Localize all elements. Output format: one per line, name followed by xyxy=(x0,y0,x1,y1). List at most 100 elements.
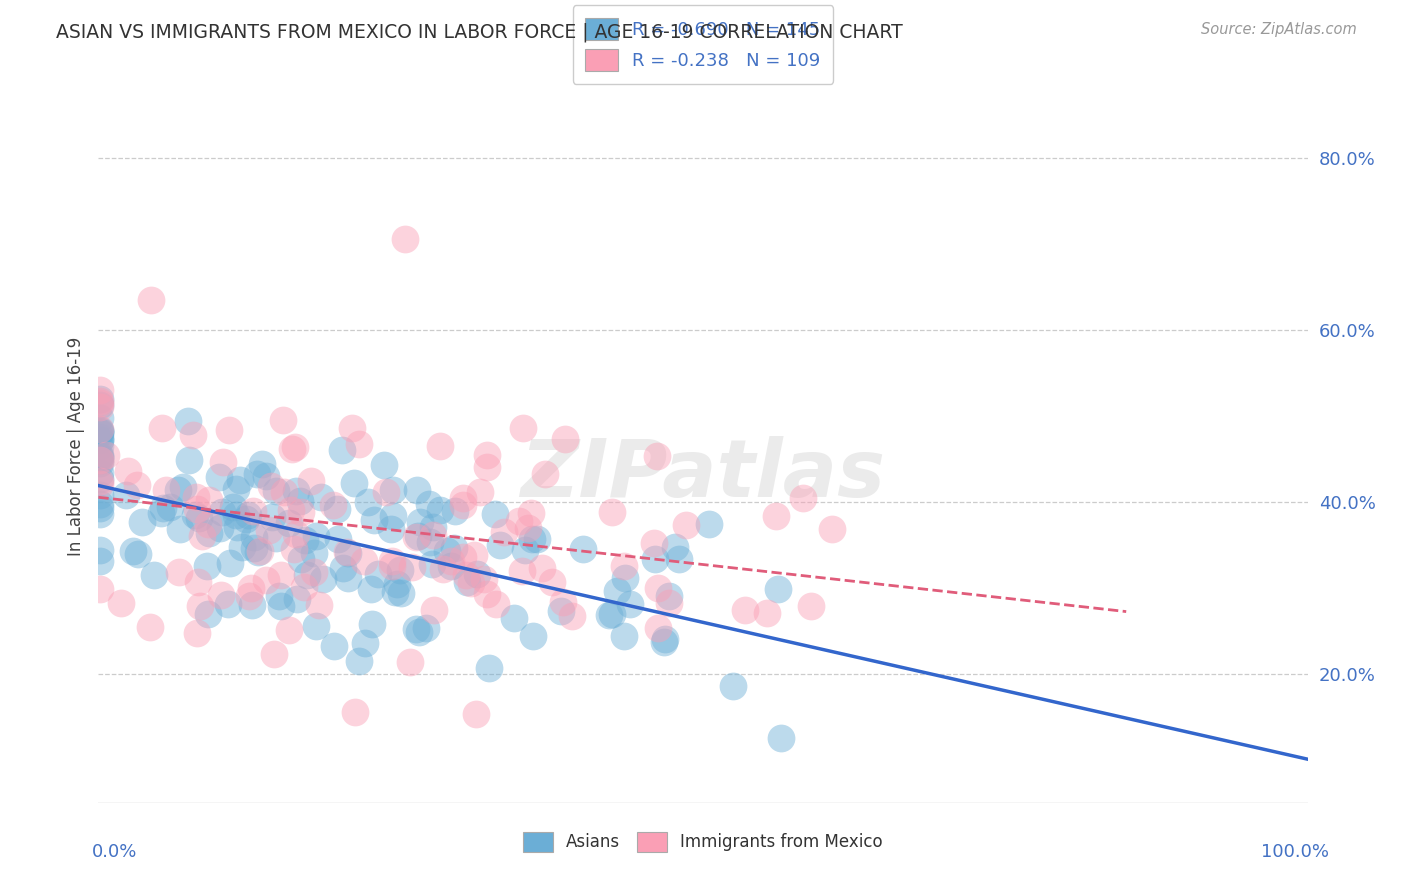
Point xyxy=(510,564,533,578)
Point xyxy=(184,490,207,504)
Point xyxy=(347,654,370,668)
Point xyxy=(198,492,221,507)
Point xyxy=(326,502,349,516)
Point xyxy=(406,529,429,543)
Point xyxy=(734,603,756,617)
Point xyxy=(647,621,669,635)
Point xyxy=(381,558,404,573)
Point xyxy=(252,457,274,471)
Point xyxy=(422,528,444,542)
Point xyxy=(465,706,488,721)
Point xyxy=(186,625,208,640)
Point xyxy=(401,559,423,574)
Point xyxy=(290,552,312,566)
Point xyxy=(517,521,540,535)
Point xyxy=(122,543,145,558)
Point xyxy=(292,580,315,594)
Point xyxy=(388,563,411,577)
Point xyxy=(756,607,779,621)
Point xyxy=(243,541,266,555)
Point xyxy=(195,558,218,573)
Point xyxy=(353,554,375,568)
Point xyxy=(550,604,572,618)
Point xyxy=(294,533,316,548)
Point xyxy=(89,450,111,464)
Point xyxy=(408,624,430,639)
Point xyxy=(290,505,312,519)
Point xyxy=(155,483,177,497)
Point xyxy=(290,494,312,508)
Point xyxy=(115,488,138,502)
Point xyxy=(131,515,153,529)
Point xyxy=(652,635,675,649)
Point xyxy=(330,442,353,457)
Point xyxy=(391,586,413,600)
Point xyxy=(598,608,620,623)
Point xyxy=(217,597,239,611)
Point xyxy=(89,424,111,438)
Point xyxy=(658,589,681,603)
Point xyxy=(229,473,252,487)
Point xyxy=(259,523,281,537)
Point xyxy=(614,571,637,585)
Point xyxy=(456,575,478,590)
Point xyxy=(89,423,111,437)
Point xyxy=(337,546,360,560)
Point xyxy=(89,497,111,511)
Point xyxy=(209,588,232,602)
Point xyxy=(436,544,458,558)
Point xyxy=(322,498,344,512)
Point xyxy=(197,517,219,532)
Point xyxy=(373,458,395,473)
Point xyxy=(561,609,583,624)
Text: Source: ZipAtlas.com: Source: ZipAtlas.com xyxy=(1201,22,1357,37)
Point xyxy=(654,632,676,646)
Point xyxy=(187,575,209,590)
Point xyxy=(285,591,308,606)
Point xyxy=(305,618,328,632)
Point xyxy=(284,526,307,541)
Point xyxy=(188,510,211,524)
Y-axis label: In Labor Force | Age 16-19: In Labor Force | Age 16-19 xyxy=(66,336,84,556)
Point xyxy=(150,420,173,434)
Point xyxy=(553,594,575,608)
Point xyxy=(225,482,247,496)
Point xyxy=(235,512,257,526)
Point xyxy=(534,467,557,481)
Point xyxy=(89,554,111,568)
Point xyxy=(89,466,111,480)
Point xyxy=(159,500,181,514)
Point xyxy=(150,507,173,521)
Point xyxy=(283,542,305,557)
Point xyxy=(508,514,530,528)
Point xyxy=(191,529,214,543)
Point xyxy=(606,583,628,598)
Point xyxy=(186,502,208,516)
Point xyxy=(444,504,467,518)
Point xyxy=(218,423,240,437)
Point xyxy=(343,475,366,490)
Point xyxy=(284,440,307,454)
Point xyxy=(270,599,292,613)
Point xyxy=(792,491,814,505)
Point xyxy=(766,582,789,596)
Point xyxy=(460,575,482,590)
Point xyxy=(382,483,405,497)
Point xyxy=(89,453,111,467)
Point xyxy=(278,623,301,637)
Point xyxy=(484,507,506,521)
Point xyxy=(89,383,111,397)
Point xyxy=(478,661,501,675)
Point xyxy=(264,484,287,499)
Point xyxy=(360,582,382,597)
Point xyxy=(443,541,465,556)
Point xyxy=(305,529,328,543)
Point xyxy=(89,542,111,557)
Point xyxy=(89,507,111,521)
Point xyxy=(225,508,247,522)
Point xyxy=(451,549,474,564)
Point xyxy=(361,616,384,631)
Point xyxy=(301,474,323,488)
Point xyxy=(280,503,302,517)
Text: 0.0%: 0.0% xyxy=(91,843,136,861)
